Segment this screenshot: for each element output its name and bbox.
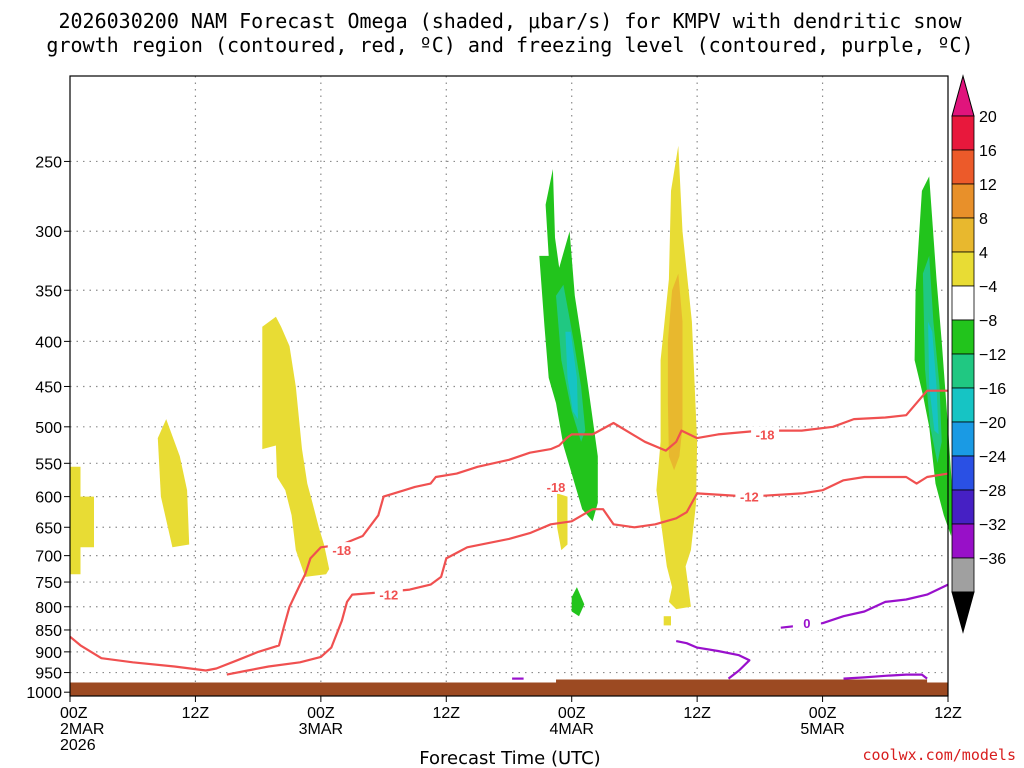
- omega-region: [262, 316, 330, 577]
- omega-region: [663, 616, 671, 626]
- x-axis-title: Forecast Time (UTC): [419, 748, 600, 768]
- omega-region: [667, 273, 683, 471]
- colorbar-swatch: [951, 455, 975, 491]
- x-tick-label: 5MAR: [800, 721, 844, 738]
- x-tick-label: 2MAR: [60, 721, 104, 738]
- contour-label: -12: [740, 490, 759, 505]
- y-tick-label: 1000: [26, 685, 62, 702]
- colorbar-swatch: [951, 183, 975, 219]
- pressure-axis: 250 300 350 400 450 500 550 600 650 700 750 800 850 9…: [26, 154, 70, 702]
- y-tick-label: 250: [35, 154, 62, 171]
- plot-area: [70, 76, 948, 696]
- credit-text[interactable]: coolwx.com/models: [862, 746, 1016, 764]
- contour-label: -18: [547, 480, 566, 495]
- chart-title-line-2: growth region (contoured, red, ºC) and f…: [46, 33, 973, 57]
- contour-label: -18: [756, 427, 775, 442]
- contour-label-bg: [792, 615, 821, 631]
- y-tick-label: 350: [35, 283, 62, 300]
- contour-label-bg: [327, 542, 356, 558]
- x-tick-label: 00Z: [558, 705, 586, 722]
- y-tick-label: 850: [35, 623, 62, 640]
- x-tick-label: 12Z: [683, 705, 711, 722]
- colorbar-top-arrow: [951, 74, 975, 117]
- chart-title: 2026030200 NAM Forecast Omega (shaded, μ…: [46, 9, 973, 57]
- omega-region: [565, 331, 578, 420]
- colorbar-swatch: [951, 421, 975, 457]
- colorbar-swatch: [951, 251, 975, 287]
- ground-terrain-bump: [556, 679, 928, 684]
- colorbar-swatch: [951, 353, 975, 389]
- isotherm-contour: [226, 472, 949, 676]
- colorbar-label: −24: [979, 449, 1006, 466]
- y-tick-label: 600: [35, 490, 62, 507]
- omega-region: [571, 587, 585, 617]
- y-tick-label: 300: [35, 224, 62, 241]
- omega-region: [928, 321, 939, 435]
- contour-label-bg: [542, 478, 571, 494]
- x-tick-label: 2026: [60, 737, 96, 754]
- colorbar-label: −28: [979, 483, 1006, 500]
- colorbar-swatch: [951, 285, 975, 321]
- y-tick-label: 800: [35, 600, 62, 617]
- x-tick-label: 00Z: [60, 705, 88, 722]
- omega-region: [157, 419, 190, 548]
- y-tick-label: 700: [35, 549, 62, 566]
- colorbar-bottom-arrow: [951, 591, 975, 634]
- y-tick-label: 450: [35, 379, 62, 396]
- colorbar-label: −4: [979, 279, 997, 296]
- x-tick-label: 12Z: [432, 705, 460, 722]
- colorbar-label: 8: [979, 211, 988, 228]
- omega-region: [70, 466, 94, 575]
- omega-colorbar: 20 16 12 8 4 −4 −8 −12 −16 −20 −24 −28 −32 −36: [951, 74, 1006, 634]
- y-tick-label: 500: [35, 420, 62, 437]
- isotherm-contour: [675, 640, 751, 680]
- colorbar-label: −36: [979, 551, 1006, 568]
- contour-label-bg: [751, 426, 780, 442]
- y-tick-label: 750: [35, 575, 62, 592]
- y-tick-label: 950: [35, 666, 62, 683]
- contour-label: -12: [379, 588, 398, 603]
- colorbar-label: 16: [979, 143, 997, 160]
- plot-background: [70, 76, 948, 696]
- colorbar-swatch: [951, 523, 975, 559]
- contour-label: -18: [332, 543, 351, 558]
- colorbar-swatch: [951, 217, 975, 253]
- colorbar-label: 4: [979, 245, 988, 262]
- y-tick-label: 400: [35, 334, 62, 351]
- contour-label-bg: [374, 586, 403, 602]
- isotherm-contour: [843, 673, 928, 680]
- colorbar-swatch: [951, 557, 975, 593]
- y-tick-label: 900: [35, 645, 62, 662]
- x-tick-label: 12Z: [182, 705, 210, 722]
- x-tick-label: 00Z: [307, 705, 335, 722]
- ground-layer: [70, 679, 948, 696]
- colorbar-swatch: [951, 489, 975, 525]
- y-tick-label: 550: [35, 456, 62, 473]
- colorbar-label: −20: [979, 415, 1006, 432]
- colorbar-label: −8: [979, 313, 997, 330]
- colorbar-label: −12: [979, 347, 1006, 364]
- colorbar-label: −16: [979, 381, 1006, 398]
- colorbar-label: 20: [979, 109, 997, 126]
- colorbar-label: −32: [979, 517, 1006, 534]
- x-tick-label: 3MAR: [299, 721, 343, 738]
- ground-terrain: [70, 682, 948, 696]
- y-tick-label: 650: [35, 520, 62, 537]
- x-tick-label: 4MAR: [549, 721, 593, 738]
- chart-title-line-1: 2026030200 NAM Forecast Omega (shaded, μ…: [58, 9, 962, 33]
- colorbar-swatch: [951, 149, 975, 185]
- temperature-contours: -18 -18 -18 -12 -12 0: [69, 389, 949, 680]
- colorbar-swatch: [951, 319, 975, 355]
- colorbar-label: 12: [979, 177, 997, 194]
- contour-label-bg: [735, 488, 764, 504]
- colorbar-swatch: [951, 115, 975, 151]
- x-tick-label: 00Z: [809, 705, 837, 722]
- omega-shading: [70, 145, 954, 626]
- colorbar-swatch: [951, 387, 975, 423]
- x-tick-label: 12Z: [934, 705, 962, 722]
- contour-label: 0: [803, 616, 810, 631]
